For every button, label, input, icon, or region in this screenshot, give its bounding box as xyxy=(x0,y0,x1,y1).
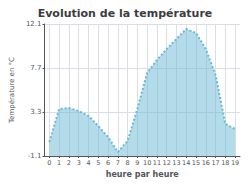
svg-text:7.7: 7.7 xyxy=(30,64,41,72)
svg-text:2: 2 xyxy=(67,159,71,167)
svg-text:14: 14 xyxy=(182,159,190,167)
svg-text:11: 11 xyxy=(153,159,161,167)
svg-text:13: 13 xyxy=(172,159,180,167)
svg-text:10: 10 xyxy=(143,159,151,167)
svg-text:4: 4 xyxy=(86,159,90,167)
svg-text:18: 18 xyxy=(221,159,229,167)
svg-text:0: 0 xyxy=(47,159,51,167)
svg-text:-1.1: -1.1 xyxy=(28,152,42,160)
svg-text:12.1: 12.1 xyxy=(26,20,42,28)
svg-text:6: 6 xyxy=(106,159,110,167)
svg-text:Evolution de la température: Evolution de la température xyxy=(38,7,213,20)
svg-text:15: 15 xyxy=(192,159,200,167)
svg-text:7: 7 xyxy=(116,159,120,167)
svg-text:3.3: 3.3 xyxy=(30,108,41,116)
svg-text:9: 9 xyxy=(135,159,139,167)
svg-text:Température en °C: Température en °C xyxy=(8,57,16,124)
svg-text:12: 12 xyxy=(163,159,171,167)
svg-text:17: 17 xyxy=(211,159,219,167)
svg-text:19: 19 xyxy=(231,159,239,167)
svg-text:16: 16 xyxy=(202,159,210,167)
svg-text:heure par heure: heure par heure xyxy=(106,170,180,179)
svg-text:1: 1 xyxy=(57,159,61,167)
svg-text:8: 8 xyxy=(126,159,130,167)
svg-text:5: 5 xyxy=(96,159,100,167)
svg-text:3: 3 xyxy=(77,159,81,167)
